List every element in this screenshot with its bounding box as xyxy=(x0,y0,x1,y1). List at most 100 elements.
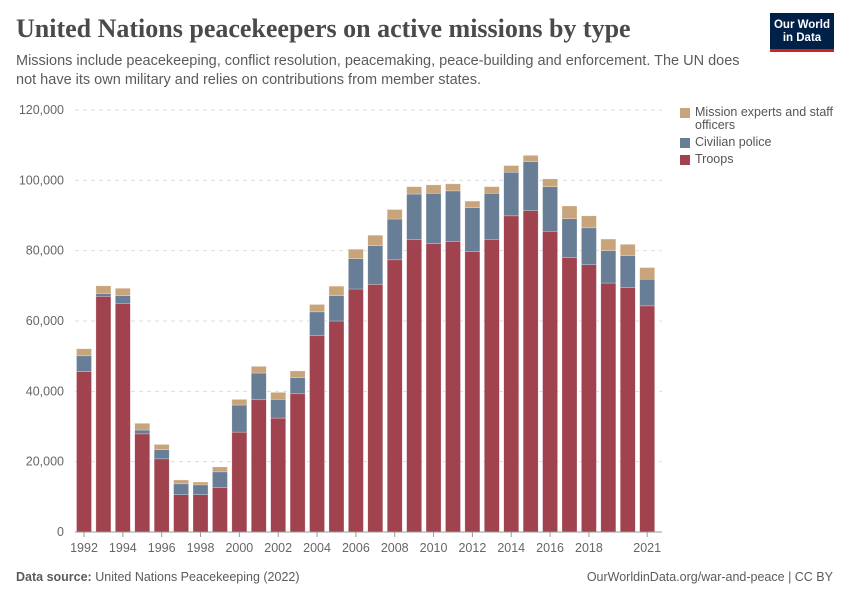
y-tick-label: 40,000 xyxy=(26,384,64,398)
bar-troops-1996 xyxy=(153,458,170,533)
bar-troops-1993 xyxy=(95,296,112,533)
bar-civilian-police-1995 xyxy=(134,429,151,435)
bar-mission-experts-and-staff-officers-1994 xyxy=(115,288,131,296)
bar-civilian-police-1998 xyxy=(192,484,209,495)
bar-mission-experts-and-staff-officers-1996 xyxy=(153,444,170,450)
bar-troops-2006 xyxy=(348,288,364,533)
bar-troops-2015 xyxy=(522,210,539,533)
stacked-bar-chart: 0 20,000 40,000 60,000 80,000 100,000 120,000 1… xyxy=(19,103,662,555)
bar-troops-2002 xyxy=(270,417,286,533)
y-tick-label: 120,000 xyxy=(19,103,64,117)
bar-troops-2016 xyxy=(542,231,558,533)
x-tick-label: 1992 xyxy=(70,541,98,555)
bar-troops-2013 xyxy=(484,239,500,533)
bar-troops-1994 xyxy=(115,303,131,533)
bar-troops-2012 xyxy=(464,251,481,533)
legend-label-police: Civilian police xyxy=(695,135,772,149)
bar-mission-experts-and-staff-officers-2009 xyxy=(406,186,422,195)
bar-civilian-police-2017 xyxy=(561,218,578,258)
x-tick-label: 1998 xyxy=(187,541,215,555)
bar-mission-experts-and-staff-officers-1997 xyxy=(173,479,189,485)
bar-troops-2009 xyxy=(406,239,422,533)
x-tick-label: 1994 xyxy=(109,541,137,555)
x-tick-label: 2002 xyxy=(264,541,292,555)
bar-civilian-police-2011 xyxy=(445,190,461,242)
bar-civilian-police-2002 xyxy=(270,399,286,419)
x-tick-label: 2004 xyxy=(303,541,331,555)
bar-civilian-police-2005 xyxy=(328,295,345,322)
bar-mission-experts-and-staff-officers-2013 xyxy=(484,186,500,194)
bar-civilian-police-1992 xyxy=(76,355,92,372)
legend-item-experts[interactable]: Mission experts and staff officers xyxy=(680,106,850,132)
bar-mission-experts-and-staff-officers-2018 xyxy=(581,215,597,229)
bar-civilian-police-1996 xyxy=(153,449,170,460)
bar-civilian-police-2001 xyxy=(251,372,267,401)
bar-troops-2011 xyxy=(445,241,461,533)
bar-troops-2007 xyxy=(367,284,384,533)
bar-civilian-police-2003 xyxy=(289,377,306,395)
bar-troops-1997 xyxy=(173,494,189,533)
x-tick-label: 2008 xyxy=(381,541,409,555)
data-source: Data source: United Nations Peacekeeping… xyxy=(16,570,300,584)
y-tick-label: 0 xyxy=(57,525,64,539)
bar-civilian-police-1994 xyxy=(115,295,131,304)
bar-civilian-police-2004 xyxy=(309,311,325,337)
bar-mission-experts-and-staff-officers-2006 xyxy=(348,249,364,260)
bar-civilian-police-2010 xyxy=(425,193,442,244)
bar-troops-2005 xyxy=(328,320,345,533)
bar-civilian-police-2020 xyxy=(620,255,636,288)
legend-item-police[interactable]: Civilian police xyxy=(680,136,850,149)
bar-troops-2003 xyxy=(289,393,306,533)
bar-troops-1998 xyxy=(192,494,209,533)
bar-mission-experts-and-staff-officers-1999 xyxy=(212,466,228,473)
x-tick-label: 2010 xyxy=(420,541,448,555)
y-tick-label: 60,000 xyxy=(26,314,64,328)
bar-civilian-police-2008 xyxy=(386,218,403,261)
bar-mission-experts-and-staff-officers-2002 xyxy=(270,392,286,400)
bar-mission-experts-and-staff-officers-1995 xyxy=(134,423,151,431)
bar-civilian-police-2007 xyxy=(367,245,384,285)
bar-civilian-police-1997 xyxy=(173,483,189,495)
bar-troops-2008 xyxy=(386,259,403,533)
bar-mission-experts-and-staff-officers-2021 xyxy=(639,267,655,280)
bar-mission-experts-and-staff-officers-2012 xyxy=(464,200,481,209)
x-tick-label: 2014 xyxy=(497,541,525,555)
logo-line-1: Our World xyxy=(773,19,830,31)
bar-civilian-police-2021 xyxy=(639,278,655,307)
chart-subtitle: Missions include peacekeeping, conflict … xyxy=(16,53,740,88)
bar-civilian-police-2018 xyxy=(581,227,597,265)
bar-mission-experts-and-staff-officers-2007 xyxy=(367,234,384,246)
logo-line-2: in Data xyxy=(782,32,822,44)
bar-civilian-police-2012 xyxy=(464,207,481,252)
bar-mission-experts-and-staff-officers-2010 xyxy=(425,184,442,194)
legend-swatch-police xyxy=(680,138,690,148)
credit-link[interactable]: OurWorldinData.org/war-and-peace | CC BY xyxy=(586,570,833,584)
y-tick-label: 20,000 xyxy=(26,455,64,469)
data-source-text[interactable]: United Nations Peacekeeping (2022) xyxy=(95,570,300,584)
bar-troops-1999 xyxy=(212,487,228,533)
y-tick-label: 100,000 xyxy=(19,173,64,187)
legend-label-experts: Mission experts and staff officers xyxy=(695,105,834,132)
x-tick-label: 2000 xyxy=(225,541,253,555)
bar-civilian-police-1999 xyxy=(212,471,228,488)
bar-troops-2014 xyxy=(503,215,519,533)
bar-civilian-police-2009 xyxy=(406,193,422,241)
legend-item-troops[interactable]: Troops xyxy=(680,153,850,166)
bar-civilian-police-2014 xyxy=(503,171,519,217)
legend-swatch-experts xyxy=(680,108,690,118)
bar-troops-2019 xyxy=(600,282,617,533)
bar-mission-experts-and-staff-officers-2000 xyxy=(231,399,248,406)
owid-logo[interactable]: Our World in Data xyxy=(770,13,834,52)
bar-troops-2010 xyxy=(425,243,442,533)
data-source-label: Data source: xyxy=(16,570,92,584)
bar-mission-experts-and-staff-officers-2011 xyxy=(445,183,461,192)
legend-label-troops: Troops xyxy=(695,152,734,166)
bar-troops-1995 xyxy=(134,433,151,533)
bar-civilian-police-2019 xyxy=(600,250,617,284)
bar-mission-experts-and-staff-officers-2015 xyxy=(522,155,539,162)
bar-mission-experts-and-staff-officers-2001 xyxy=(251,366,267,374)
bar-civilian-police-2013 xyxy=(484,193,500,240)
bar-troops-2004 xyxy=(309,335,325,533)
bar-mission-experts-and-staff-officers-1998 xyxy=(192,481,209,486)
bar-mission-experts-and-staff-officers-1993 xyxy=(95,285,112,294)
